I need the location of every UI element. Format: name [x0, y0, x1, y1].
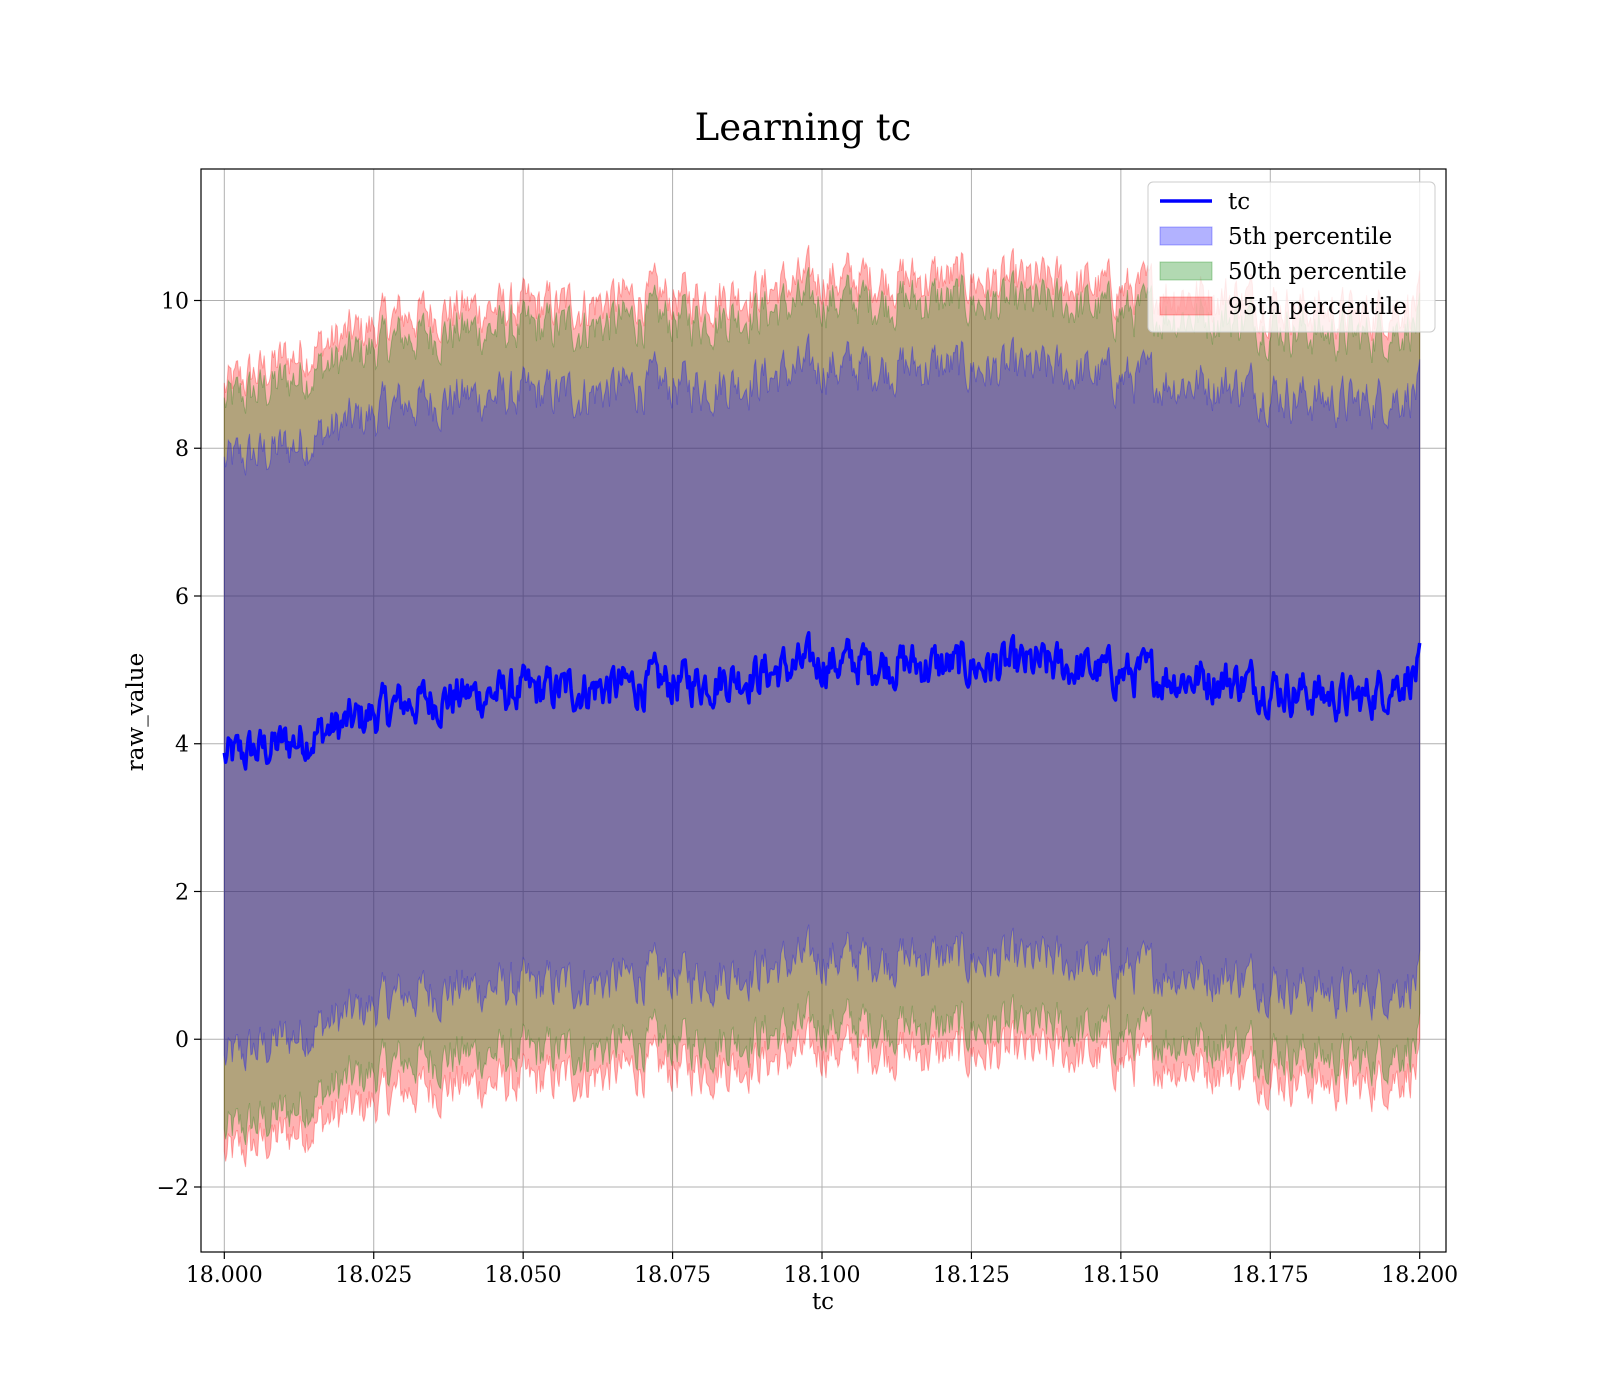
x-tick-label: 18.025 [335, 1263, 412, 1288]
legend-swatch-50th-percentile [1159, 261, 1213, 281]
band-5th-percentile [223, 333, 1421, 1072]
legend-label: 5th percentile [1228, 224, 1392, 250]
legend-label: 95th percentile [1228, 294, 1407, 320]
grid [201, 169, 1446, 1252]
y-tick-label: 8 [175, 437, 189, 462]
band-95th-percentile [223, 244, 1421, 1168]
band-50th-percentile [223, 267, 1421, 1146]
legend: tc 5th percentile 50th percentile 95th perc… [1147, 181, 1436, 333]
y-tick-label: 6 [175, 585, 189, 610]
x-tick-label: 18.175 [1232, 1263, 1309, 1288]
y-axis-label: raw_value [123, 653, 149, 771]
x-tick-label: 18.200 [1381, 1263, 1458, 1288]
x-tick-label: 18.150 [1082, 1263, 1159, 1288]
x-tick-label: 18.000 [186, 1263, 263, 1288]
legend-label: 50th percentile [1228, 259, 1407, 285]
series-line-tc [222, 630, 1422, 771]
legend-label: tc [1228, 189, 1250, 215]
chart-title: Learning tc [695, 106, 912, 149]
series-lines [222, 630, 1422, 771]
y-tick-label: 10 [161, 289, 189, 314]
x-axis-ticks: 18.000 18.025 18.050 18.075 18.100 18.125 18.1… [186, 1252, 1458, 1288]
x-tick-label: 18.125 [933, 1263, 1010, 1288]
y-axis-ticks: −2 0 2 4 6 8 10 [157, 289, 201, 1201]
x-tick-label: 18.075 [634, 1263, 711, 1288]
percentile-bands [223, 244, 1421, 1168]
x-axis-label: tc [812, 1289, 834, 1315]
y-tick-label: 2 [175, 880, 189, 905]
legend-swatch-5th-percentile [1159, 226, 1213, 246]
x-tick-label: 18.050 [485, 1263, 562, 1288]
legend-swatch-95th-percentile [1159, 296, 1213, 316]
y-tick-label: 4 [175, 733, 189, 758]
legend-frame [1147, 181, 1436, 333]
y-tick-label: 0 [175, 1028, 189, 1053]
plot-frame [200, 168, 1447, 1253]
x-tick-label: 18.100 [784, 1263, 861, 1288]
y-tick-label: −2 [157, 1176, 189, 1201]
